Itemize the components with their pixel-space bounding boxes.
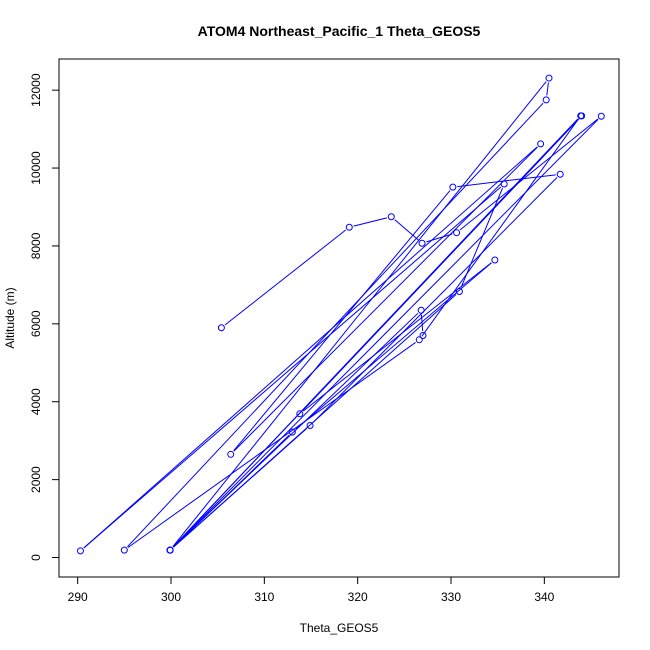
data-point xyxy=(227,450,235,458)
series-line-segment xyxy=(546,82,549,96)
data-point xyxy=(417,306,425,314)
series-line-segment xyxy=(460,187,503,288)
data-point xyxy=(545,74,553,82)
series-line-segment xyxy=(420,314,424,332)
series-line-segment xyxy=(394,219,419,241)
y-tick-label: 12000 xyxy=(29,73,43,107)
y-tick-label: 10000 xyxy=(29,151,43,185)
x-tick-label: 300 xyxy=(161,590,181,604)
y-tick-label: 4000 xyxy=(29,388,43,415)
series-line-segment xyxy=(127,342,416,548)
x-tick-label: 320 xyxy=(348,590,368,604)
data-point xyxy=(419,332,427,340)
y-tick-label: 6000 xyxy=(29,310,43,337)
data-point xyxy=(449,183,457,191)
x-tick-label: 340 xyxy=(534,590,554,604)
plot-area xyxy=(76,74,605,555)
x-tick-label: 290 xyxy=(68,590,88,604)
data-point xyxy=(491,256,499,264)
data-point xyxy=(542,96,550,104)
series-line-segment xyxy=(172,119,599,548)
data-point xyxy=(217,324,225,332)
data-point xyxy=(306,421,314,429)
data-point xyxy=(387,213,395,221)
series-line-segment xyxy=(457,174,556,188)
data-point xyxy=(76,547,84,555)
series-line-segment xyxy=(233,146,538,452)
axes: 290 300 310 320 330 340 0 2000 4000 6000 8000 10000… xyxy=(29,58,620,604)
data-point xyxy=(537,140,545,148)
series-line-segment xyxy=(295,262,492,430)
series-line-segment xyxy=(353,217,388,227)
x-tick-label: 330 xyxy=(441,590,461,604)
series-line-segment xyxy=(172,312,419,548)
data-point xyxy=(415,336,423,344)
series-line-segment xyxy=(312,177,558,423)
data-point xyxy=(120,546,128,554)
y-tick-label: 8000 xyxy=(29,232,43,259)
chart-title: ATOM4 Northeast_Pacific_1 Theta_GEOS5 xyxy=(198,23,481,39)
y-tick-label: 2000 xyxy=(29,466,43,493)
data-point xyxy=(345,223,353,231)
series-line-segment xyxy=(459,118,599,231)
x-tick-label: 310 xyxy=(254,590,274,604)
plot-frame xyxy=(58,58,620,578)
series-line-segment xyxy=(303,262,492,412)
series-line-segment xyxy=(224,229,347,326)
data-point xyxy=(296,410,304,418)
series-line-segment xyxy=(233,190,451,452)
data-point xyxy=(166,546,174,554)
data-point xyxy=(288,428,296,436)
y-axis-label: Altitude (m) xyxy=(3,287,17,348)
series-line-segment xyxy=(172,118,579,548)
data-point xyxy=(578,112,586,120)
data-point xyxy=(455,288,463,296)
data-point xyxy=(418,239,426,247)
data-point xyxy=(453,229,461,237)
series-line-segment xyxy=(172,81,547,547)
data-point xyxy=(597,112,605,120)
data-point xyxy=(500,180,508,188)
series-line-segment xyxy=(83,186,502,549)
series-line-segment xyxy=(83,146,538,549)
series-line-segment xyxy=(173,428,308,548)
y-tick-label: 0 xyxy=(29,554,43,561)
data-point xyxy=(556,170,564,178)
x-axis-label: Theta_GEOS5 xyxy=(300,621,379,635)
